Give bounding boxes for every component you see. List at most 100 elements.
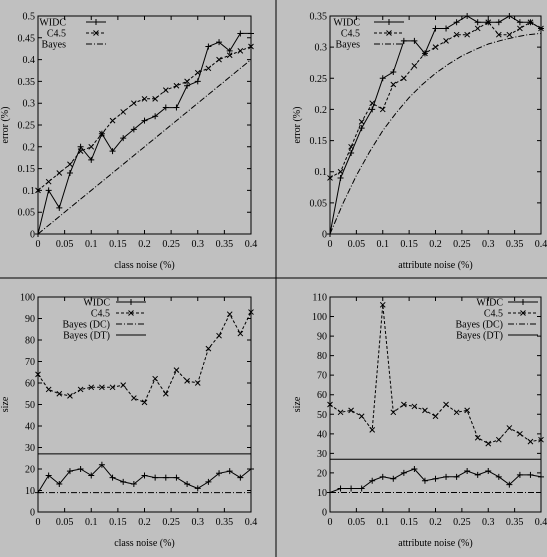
data-point [422, 407, 428, 414]
y-tick-label: 0.5 [23, 12, 36, 23]
data-point [485, 467, 492, 474]
x-tick-label: 0.3 [482, 517, 495, 528]
x-tick-label: 0.2 [138, 517, 151, 528]
data-point [109, 474, 116, 481]
data-point [66, 468, 73, 475]
x-tick-label: 0.35 [216, 517, 234, 528]
data-point [141, 117, 148, 124]
y-tick-label: 0.25 [310, 74, 328, 85]
y-tick-label: 0.35 [18, 77, 36, 88]
data-point [538, 25, 544, 32]
data-point [495, 19, 502, 26]
x-tick-label: 0.2 [138, 239, 151, 250]
data-point [400, 469, 407, 476]
legend-marker [93, 30, 99, 36]
x-tick-label: 0.15 [400, 517, 418, 528]
y-tick-label: 100 [312, 312, 327, 323]
data-point [358, 125, 365, 132]
data-point [205, 345, 212, 352]
data-point [379, 75, 386, 82]
data-point [77, 386, 84, 393]
data-point [400, 37, 407, 44]
data-point [516, 471, 523, 478]
data-point [141, 95, 148, 102]
data-point [474, 19, 481, 26]
data-point [162, 474, 169, 481]
data-point [464, 31, 471, 38]
series-line-widc [37, 32, 251, 235]
data-point [152, 113, 159, 120]
data-point [130, 100, 137, 107]
legend-label: Bayes (DT) [456, 331, 503, 342]
data-point [432, 44, 439, 50]
data-point [390, 409, 397, 416]
data-point [152, 375, 159, 382]
data-point [226, 47, 233, 54]
data-point [358, 485, 365, 492]
data-point [400, 401, 407, 408]
chart-class-noise-size: 0 0.05 0.1 0.15 0.2 0.25 0.3 0.35 0.4 0 10 20 30 40 50… [0, 293, 257, 550]
y-tick-label: 70 [317, 371, 327, 382]
x-tick-label: 0.1 [377, 239, 390, 250]
y-tick-label: 80 [317, 351, 327, 362]
data-point [77, 143, 84, 150]
x-tick-label: 0.1 [85, 239, 98, 250]
x-tick-label: 0.15 [400, 239, 418, 250]
legend-marker [520, 299, 526, 305]
series-line-c4-5 [37, 311, 252, 404]
x-tick-label: 0 [328, 517, 333, 528]
y-tick-label: 0 [322, 508, 327, 519]
data-point [369, 427, 376, 433]
data-point [173, 474, 180, 481]
data-point [485, 440, 492, 447]
y-tick-label: 60 [25, 379, 35, 390]
data-point [194, 69, 201, 76]
y-tick-label: 20 [25, 465, 35, 476]
x-tick-label: 0.25 [453, 239, 471, 250]
y-tick-label: 0.05 [310, 198, 328, 209]
y-tick-label: 10 [25, 486, 35, 497]
y-tick-label: 50 [317, 410, 327, 421]
data-point [390, 69, 397, 76]
y-tick-label: 20 [317, 468, 327, 479]
data-point [173, 104, 180, 111]
legend-marker [128, 299, 134, 305]
data-point [173, 82, 180, 89]
data-point [152, 474, 159, 481]
x-tick-label: 0.25 [453, 517, 471, 528]
x-tick-label: 0.35 [506, 517, 524, 528]
y-axis-label: error (%) [292, 107, 303, 144]
data-point [109, 148, 116, 155]
data-point [109, 384, 116, 391]
data-point [432, 413, 439, 420]
y-axis-label: error (%) [0, 107, 11, 144]
data-point [184, 377, 190, 384]
data-point [248, 466, 254, 472]
y-tick-label: 0.3 [315, 43, 328, 54]
data-point [453, 409, 460, 416]
legend-marker [128, 310, 134, 316]
x-tick-label: 0.05 [56, 517, 74, 528]
x-tick-label: 0.2 [429, 517, 442, 528]
y-tick-label: 0.25 [18, 121, 36, 132]
y-tick-label: 110 [312, 293, 327, 304]
legend-label: Bayes (DC) [456, 320, 504, 331]
data-point [379, 301, 386, 308]
data-point [516, 19, 523, 26]
data-point [358, 413, 365, 420]
data-point [432, 475, 439, 482]
data-point [443, 401, 449, 408]
legend-label: WIDC [39, 18, 66, 29]
y-tick-label: 40 [25, 422, 35, 433]
x-tick-label: 0.3 [192, 517, 205, 528]
data-point [248, 43, 254, 50]
x-tick-label: 0.2 [429, 239, 442, 250]
data-point [120, 109, 127, 115]
data-point [379, 106, 386, 113]
y-tick-label: 50 [25, 400, 35, 411]
data-point [495, 31, 502, 38]
legend-label: C4.5 [47, 29, 66, 40]
y-tick-label: 30 [317, 449, 327, 460]
x-axis-label: class noise (%) [114, 260, 175, 271]
